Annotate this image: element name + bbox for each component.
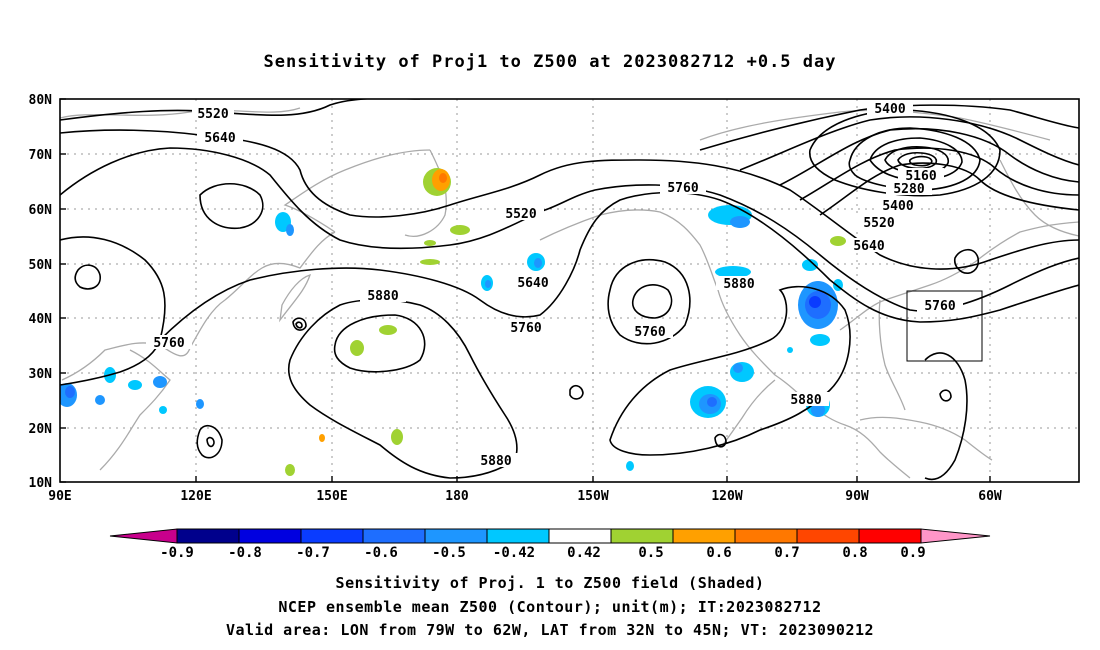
contour-label: 5760 xyxy=(924,299,955,314)
contour-label: 5400 xyxy=(882,199,913,214)
caption-line-1: Sensitivity of Proj. 1 to Z500 field (Sh… xyxy=(335,574,765,592)
caption-line-3: Valid area: LON from 79W to 62W, LAT fro… xyxy=(225,621,875,639)
lat-label: 80N xyxy=(29,93,53,108)
valid-area-box xyxy=(906,290,983,362)
contour-label: 5760 xyxy=(510,321,541,336)
colorbar-label: -0.9 xyxy=(160,545,194,561)
lat-label: 40N xyxy=(29,312,53,327)
lat-label: 20N xyxy=(29,422,53,437)
map-title: Sensitivity of Proj1 to Z500 at 20230827… xyxy=(263,52,837,72)
colorbar-cell xyxy=(176,528,240,544)
contour-label-group: 5520 5640 5520 5640 5760 5760 5880 5880 … xyxy=(146,101,963,469)
axis-ticks xyxy=(60,98,991,483)
lon-label: 180 xyxy=(445,489,469,504)
colorbar-cell xyxy=(796,528,860,544)
contour-label: 5280 xyxy=(893,182,924,197)
colorbar-label: -0.8 xyxy=(228,545,262,561)
contour-label: 5760 xyxy=(153,336,184,351)
contour-label: 5880 xyxy=(723,277,754,292)
map-frame xyxy=(59,98,1080,483)
lon-label: 60W xyxy=(978,489,1002,504)
lon-label: 150E xyxy=(316,489,347,504)
caption-line-2: NCEP ensemble mean Z500 (Contour); unit(… xyxy=(278,598,822,616)
colorbar-label: 0.42 xyxy=(567,545,601,561)
contour-label: 5880 xyxy=(367,289,398,304)
longitude-labels: 90E 120E 150E 180 150W 120W 90W 60W xyxy=(48,489,1002,504)
colorbar-label: 0.7 xyxy=(774,545,799,561)
contour-label: 5520 xyxy=(505,207,536,222)
contour-label: 5520 xyxy=(197,107,228,122)
lat-label: 50N xyxy=(29,258,53,273)
colorbar-cell xyxy=(672,528,736,544)
colorbar-cell xyxy=(734,528,798,544)
colorbar-cell xyxy=(238,528,302,544)
contour-label: 5880 xyxy=(480,454,511,469)
lon-label: 120W xyxy=(711,489,742,504)
lat-label: 30N xyxy=(29,367,53,382)
colorbar-label: -0.5 xyxy=(432,545,466,561)
contour-label: 5640 xyxy=(517,276,548,291)
colorbar-label: -0.7 xyxy=(296,545,330,561)
colorbar-label: 0.6 xyxy=(706,545,731,561)
z500-contours xyxy=(60,99,1079,481)
contour-label: 5760 xyxy=(634,325,665,340)
colorbar-cell xyxy=(548,528,612,544)
latitude-labels: 80N 70N 60N 50N 40N 30N 20N 10N xyxy=(29,93,53,491)
contour-label: 5640 xyxy=(853,239,884,254)
lon-label: 120E xyxy=(180,489,211,504)
colorbar-cell xyxy=(858,528,922,544)
colorbar-label: -0.6 xyxy=(364,545,398,561)
lon-label: 150W xyxy=(577,489,608,504)
gridlines xyxy=(60,99,1079,482)
lon-label: 90W xyxy=(845,489,869,504)
lat-label: 10N xyxy=(29,476,53,491)
colorbar-cell xyxy=(486,528,550,544)
colorbar-cell xyxy=(300,528,364,544)
colorbar: -0.9 -0.8 -0.7 -0.6 -0.5 -0.42 0.42 0.5 … xyxy=(109,528,991,561)
contour-label: 5880 xyxy=(790,393,821,408)
lat-label: 60N xyxy=(29,203,53,218)
colorbar-cell xyxy=(610,528,674,544)
colorbar-cell xyxy=(362,528,426,544)
sensitivity-shading xyxy=(60,168,846,476)
colorbar-cell xyxy=(424,528,488,544)
colorbar-label: 0.9 xyxy=(900,545,925,561)
colorbar-high-triangle xyxy=(920,528,991,544)
contour-label: 5160 xyxy=(905,169,936,184)
lon-label: 90E xyxy=(48,489,71,504)
colorbar-label: 0.5 xyxy=(638,545,663,561)
colorbar-low-triangle xyxy=(109,528,178,544)
colorbar-label: 0.8 xyxy=(842,545,867,561)
lat-label: 70N xyxy=(29,148,53,163)
contour-label: 5400 xyxy=(874,102,905,117)
contour-label: 5520 xyxy=(863,216,894,231)
contour-label: 5760 xyxy=(667,181,698,196)
colorbar-label: -0.42 xyxy=(493,545,535,561)
contour-label: 5640 xyxy=(204,131,235,146)
